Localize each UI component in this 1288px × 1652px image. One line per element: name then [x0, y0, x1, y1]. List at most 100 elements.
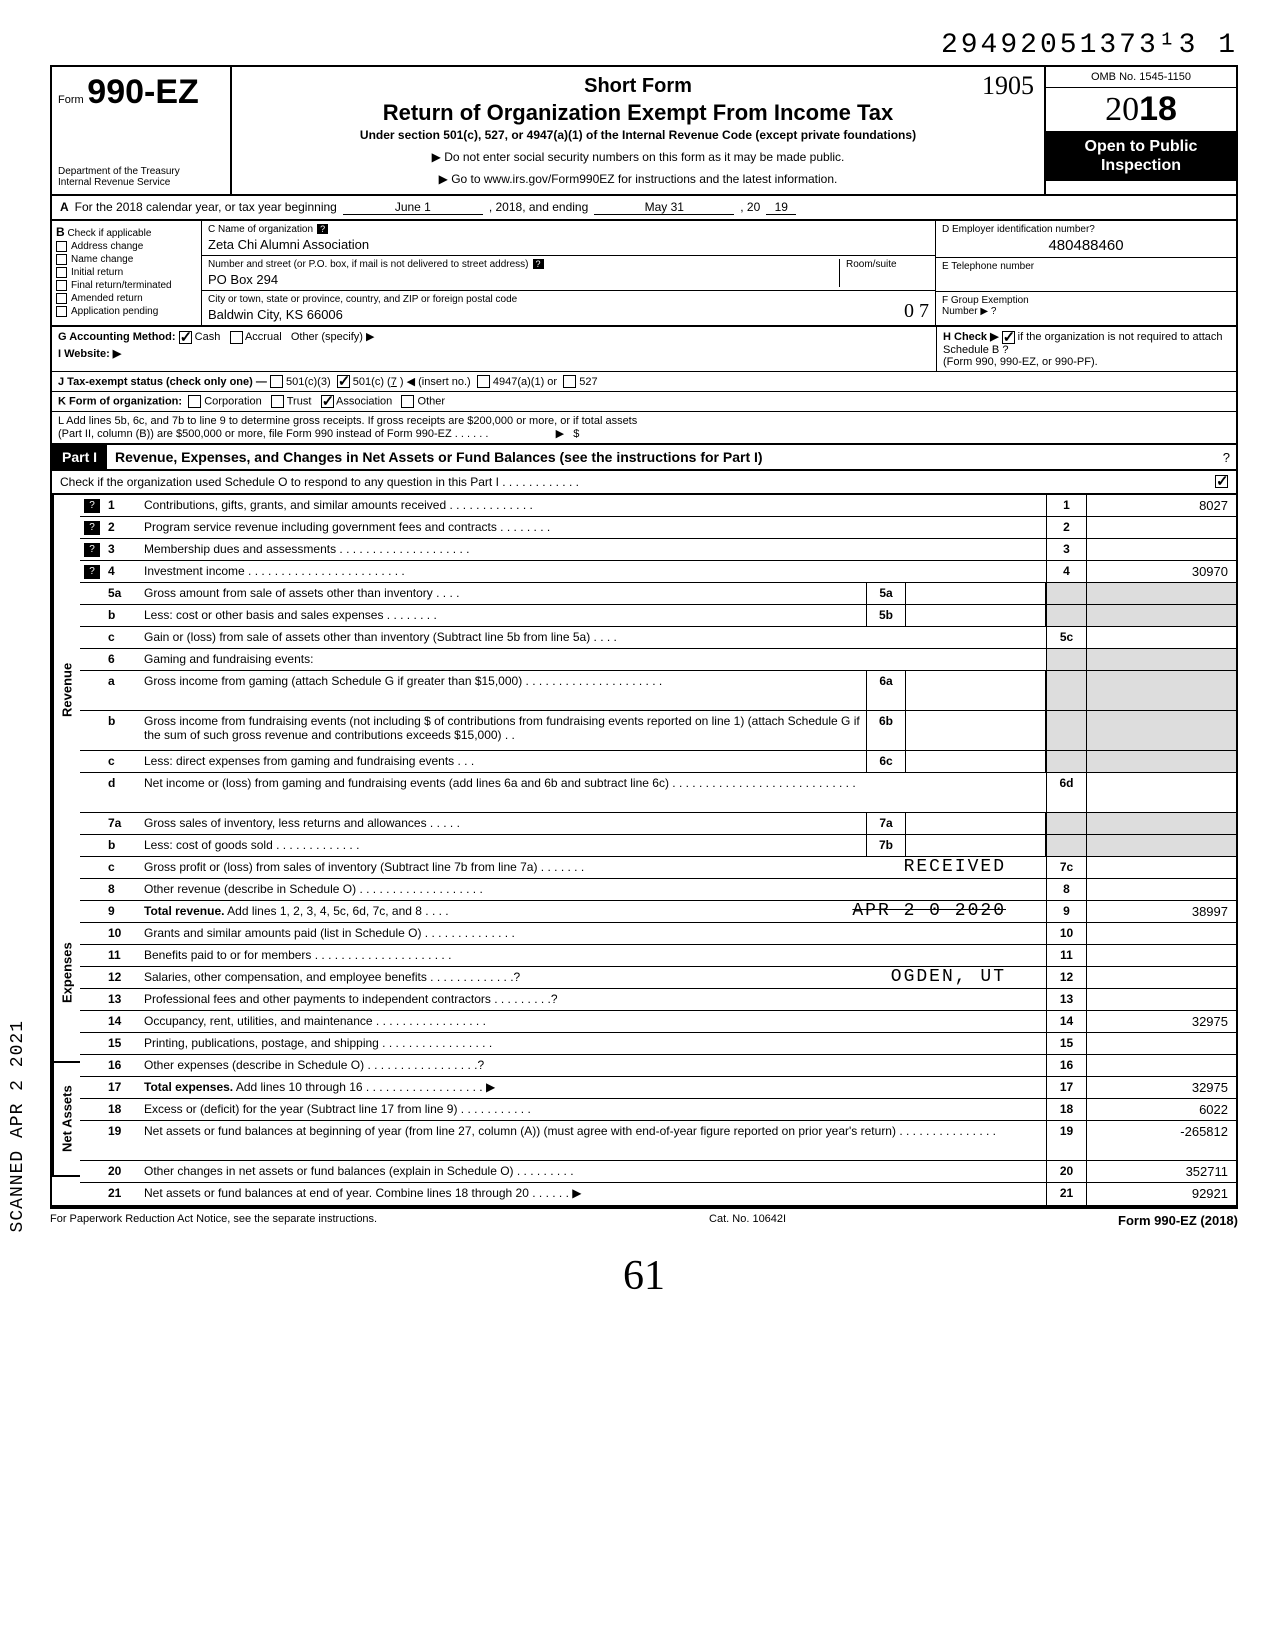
line-number: 6: [104, 649, 140, 670]
mid-line-value: [906, 583, 1046, 604]
right-line-value: [1086, 649, 1236, 670]
right-line-number: 20: [1046, 1161, 1086, 1182]
help-col: [80, 1011, 104, 1032]
chk-initial-return[interactable]: [56, 267, 67, 278]
help-col: [80, 627, 104, 648]
help-icon: ?: [1223, 450, 1230, 465]
mid-line-number: 7b: [866, 835, 906, 856]
table-row: dNet income or (loss) from gaming and fu…: [80, 773, 1236, 813]
chk-accrual[interactable]: [230, 331, 243, 344]
part-1-header: Part I Revenue, Expenses, and Changes in…: [50, 445, 1238, 471]
right-line-number: [1046, 671, 1086, 710]
mid-line-number: 7a: [866, 813, 906, 834]
chk-trust[interactable]: [271, 395, 284, 408]
short-form-label: Short Form: [244, 75, 1032, 98]
line-description: Excess or (deficit) for the year (Subtra…: [140, 1099, 1046, 1120]
row-j-label: J Tax-exempt status (check only one) —: [58, 376, 267, 388]
signature-mark: 61: [50, 1252, 1238, 1300]
dept-irs: Internal Revenue Service: [58, 177, 224, 188]
col-b-checkboxes: B Check if applicable Address change Nam…: [52, 221, 202, 325]
form-prefix: Form: [58, 94, 84, 106]
line-number: 16: [104, 1055, 140, 1076]
mid-line-number: 5b: [866, 605, 906, 626]
help-icon: ?: [551, 992, 558, 1006]
table-row: 20Other changes in net assets or fund ba…: [80, 1161, 1236, 1183]
help-col: [80, 945, 104, 966]
line-number: 21: [104, 1183, 140, 1205]
rows-g-to-l: G Accounting Method: Cash Accrual Other …: [50, 327, 1238, 445]
help-col: [80, 1121, 104, 1160]
ein-label: D Employer identification number: [942, 224, 1089, 235]
chk-final-return[interactable]: [56, 280, 67, 291]
chk-application-pending[interactable]: [56, 306, 67, 317]
mid-line-value: [906, 835, 1046, 856]
right-line-number: 19: [1046, 1121, 1086, 1160]
row-i-website: I Website: ▶: [58, 348, 121, 360]
chk-corporation[interactable]: [188, 395, 201, 408]
irs-stamp: OGDEN, UT: [891, 967, 1006, 987]
table-row: aGross income from gaming (attach Schedu…: [80, 671, 1236, 711]
right-line-number: 12: [1046, 967, 1086, 988]
chk-association[interactable]: [321, 395, 334, 408]
right-line-number: 11: [1046, 945, 1086, 966]
row-l-dollar: $: [573, 428, 579, 440]
table-row: cGross profit or (loss) from sales of in…: [80, 857, 1236, 879]
right-line-number: [1046, 813, 1086, 834]
line-description: Investment income . . . . . . . . . . . …: [140, 561, 1046, 582]
mid-line-value: [906, 671, 1046, 710]
line-number: b: [104, 605, 140, 626]
row-l-text1: L Add lines 5b, 6c, and 7b to line 9 to …: [58, 415, 637, 427]
right-line-value: [1086, 1055, 1236, 1076]
row-a-yr-prefix: , 20: [740, 200, 760, 214]
chk-schedule-o[interactable]: [1215, 475, 1228, 488]
chk-4947[interactable]: [477, 375, 490, 388]
name-label: C Name of organization: [208, 224, 313, 235]
col-b-label: B: [56, 225, 65, 239]
open-public-badge: Open to Public Inspection: [1046, 131, 1236, 181]
chk-cash[interactable]: [179, 331, 192, 344]
room-suite-label: Room/suite: [839, 259, 929, 287]
chk-schedule-b[interactable]: [1002, 331, 1015, 344]
line-number: 14: [104, 1011, 140, 1032]
chk-501c[interactable]: [337, 375, 350, 388]
right-line-value: 92921: [1086, 1183, 1236, 1205]
form-number: 990-EZ: [87, 73, 199, 111]
chk-amended-return[interactable]: [56, 293, 67, 304]
help-icon: ?: [533, 259, 544, 269]
line-description: Gross income from fundraising events (no…: [140, 711, 866, 750]
table-row: 18Excess or (deficit) for the year (Subt…: [80, 1099, 1236, 1121]
help-col: [80, 857, 104, 878]
right-line-value: [1086, 711, 1236, 750]
table-row: 21Net assets or fund balances at end of …: [80, 1183, 1236, 1205]
right-line-value: [1086, 813, 1236, 834]
line-description: Gross amount from sale of assets other t…: [140, 583, 866, 604]
table-row: 11Benefits paid to or for members . . . …: [80, 945, 1236, 967]
chk-address-change[interactable]: [56, 241, 67, 252]
right-line-value: [1086, 945, 1236, 966]
line-number: 19: [104, 1121, 140, 1160]
chk-501c3[interactable]: [270, 375, 283, 388]
help-col: [80, 901, 104, 922]
right-line-value: [1086, 1033, 1236, 1054]
help-col: [80, 1077, 104, 1098]
mid-line-number: 6b: [866, 711, 906, 750]
line-number: a: [104, 671, 140, 710]
col-de: D Employer identification number? 480488…: [936, 221, 1236, 325]
chk-other-org[interactable]: [401, 395, 414, 408]
help-col: ?: [80, 561, 104, 582]
omb-number: OMB No. 1545-1150: [1046, 67, 1236, 88]
irs-stamp: APR 2 0 2020: [852, 901, 1006, 921]
right-line-value: [1086, 857, 1236, 878]
org-name: Zeta Chi Alumni Association: [208, 237, 929, 252]
line-description: Occupancy, rent, utilities, and maintena…: [140, 1011, 1046, 1032]
line-number: 13: [104, 989, 140, 1010]
line-description: Less: cost or other basis and sales expe…: [140, 605, 866, 626]
chk-527[interactable]: [563, 375, 576, 388]
help-col: ?: [80, 539, 104, 560]
line-number: 20: [104, 1161, 140, 1182]
line-number: c: [104, 857, 140, 878]
form-title-box: 1905 Short Form Return of Organization E…: [232, 67, 1046, 194]
help-icon: ?: [84, 565, 100, 579]
chk-name-change[interactable]: [56, 254, 67, 265]
line-description: Net assets or fund balances at beginning…: [140, 1121, 1046, 1160]
